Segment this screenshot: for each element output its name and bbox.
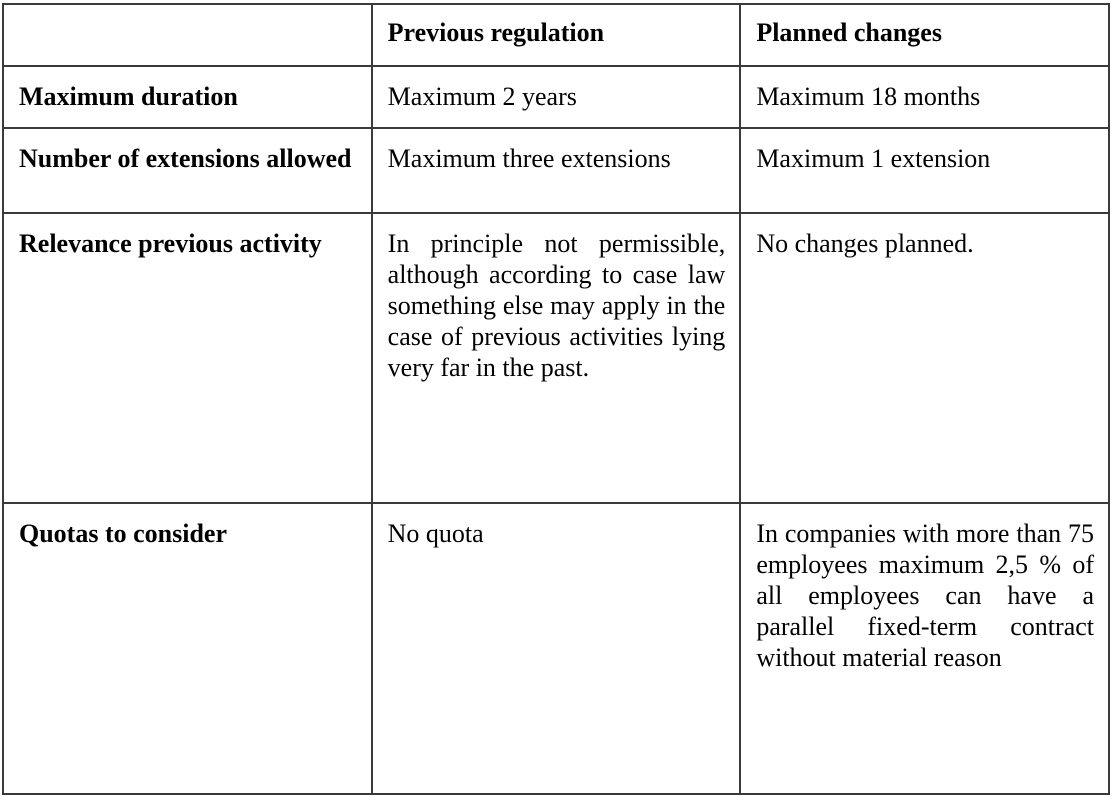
planned-cell: Maximum 18 months: [739, 65, 1110, 129]
planned-cell: No changes planned.: [739, 212, 1110, 504]
row-label: Relevance previous activity: [2, 212, 373, 504]
comparison-table: Previous regulation Planned changes Maxi…: [2, 3, 1110, 795]
planned-cell: Maximum 1 extension: [739, 127, 1110, 214]
row-label: Quotas to consider: [2, 502, 373, 795]
row-label: Maximum duration: [2, 65, 373, 129]
table-row: Quotas to consider No quota In companies…: [2, 502, 1110, 795]
previous-cell: In principle not permissible, although a…: [370, 212, 742, 504]
planned-cell: In companies with more than 75 employees…: [739, 502, 1110, 795]
row-label: Number of extensions allowed: [2, 127, 373, 214]
table-row: Number of extensions allowed Maximum thr…: [2, 127, 1110, 214]
table-row: Maximum duration Maximum 2 years Maximum…: [2, 65, 1110, 129]
header-planned-changes: Planned changes: [739, 3, 1110, 67]
header-row: Previous regulation Planned changes: [2, 3, 1110, 67]
previous-cell: Maximum 2 years: [370, 65, 742, 129]
previous-cell: No quota: [370, 502, 742, 795]
previous-cell: Maximum three extensions: [370, 127, 742, 214]
header-previous-regulation: Previous regulation: [370, 3, 742, 67]
header-empty: [2, 3, 373, 67]
table-row: Relevance previous activity In principle…: [2, 212, 1110, 504]
